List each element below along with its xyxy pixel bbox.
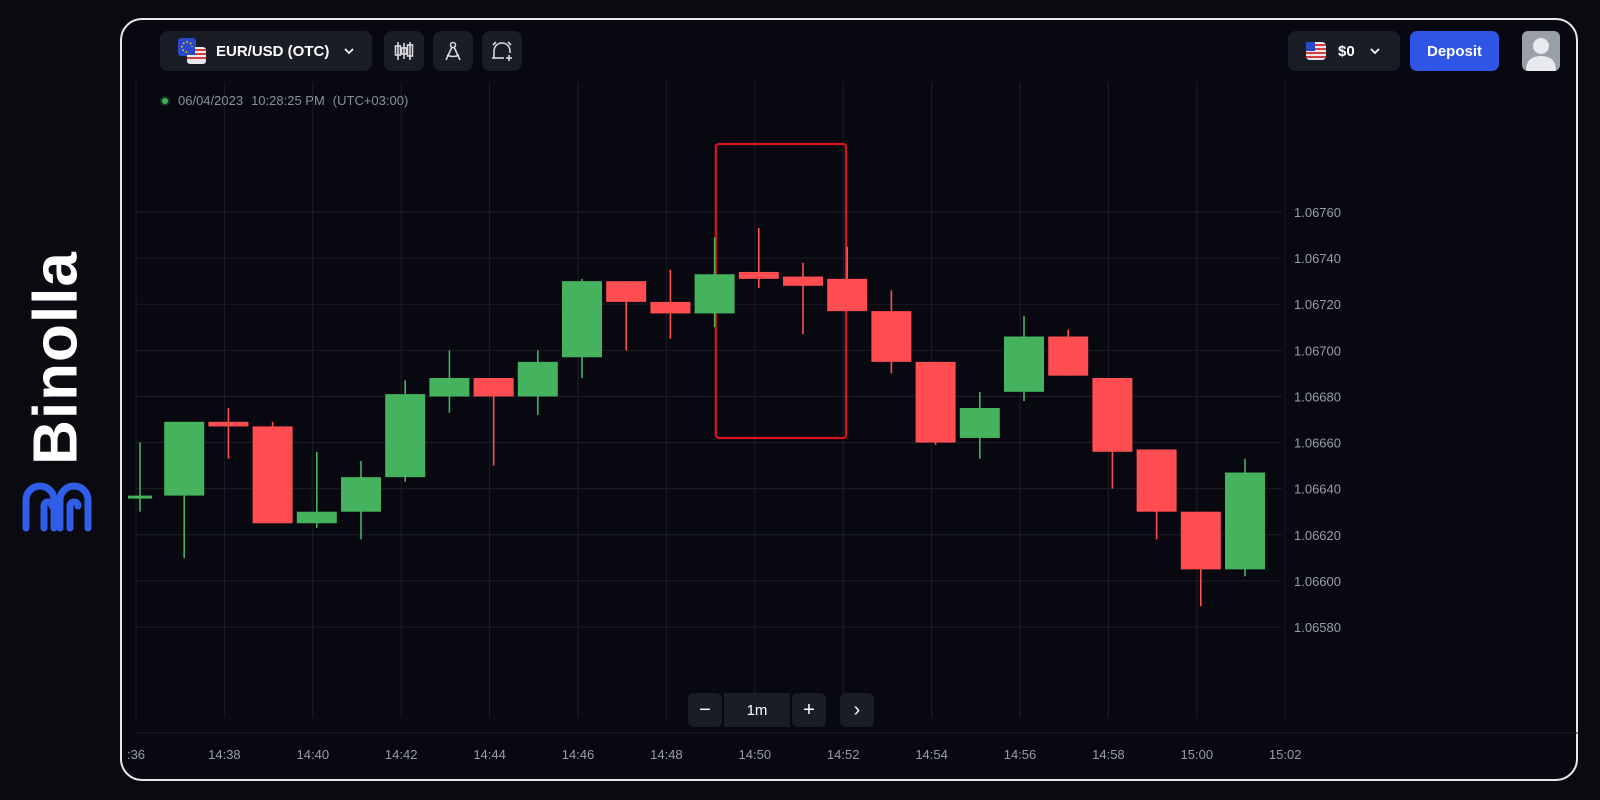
candle-down bbox=[871, 311, 912, 362]
x-tick-label: 14:52 bbox=[827, 747, 860, 762]
scroll-latest-button[interactable]: › bbox=[840, 693, 874, 727]
server-time: 06/04/2023 10:28:25 PM (UTC+03:00) bbox=[162, 93, 408, 108]
timestamp-time: 10:28:25 PM bbox=[251, 93, 325, 108]
balance-selector[interactable]: $0 bbox=[1288, 31, 1400, 71]
candle-down bbox=[252, 426, 293, 524]
asset-selector[interactable]: EUR/USD (OTC) bbox=[160, 31, 372, 71]
x-tick-label: 15:02 bbox=[1269, 747, 1302, 762]
candle-down bbox=[827, 278, 868, 312]
x-tick-label: 14:42 bbox=[385, 747, 418, 762]
highlight-box bbox=[714, 142, 848, 440]
timestamp-timezone: (UTC+03:00) bbox=[332, 93, 409, 108]
chevron-down-icon bbox=[1370, 48, 1380, 55]
candle-up bbox=[341, 477, 381, 512]
timestamp-date: 06/04/2023 bbox=[178, 93, 244, 108]
timeframe-value[interactable]: 1m bbox=[724, 693, 790, 727]
candle-down bbox=[606, 281, 647, 302]
candles-icon bbox=[394, 42, 414, 60]
candle-up bbox=[959, 407, 1000, 438]
zoom-out-button[interactable]: − bbox=[688, 693, 722, 727]
y-tick-label: 1.06760 bbox=[1294, 205, 1341, 220]
y-tick-label: 1.06660 bbox=[1294, 436, 1341, 451]
candle-up bbox=[385, 394, 426, 478]
candle-down bbox=[1092, 378, 1133, 452]
y-tick-label: 1.06640 bbox=[1294, 482, 1341, 497]
trading-frame bbox=[120, 18, 1578, 781]
y-tick-label: 1.06620 bbox=[1294, 528, 1341, 543]
y-tick-label: 1.06600 bbox=[1294, 574, 1341, 589]
candle-up bbox=[562, 281, 602, 358]
us-flag-icon bbox=[1306, 42, 1326, 60]
x-tick-label: 14:48 bbox=[650, 747, 683, 762]
candle-down bbox=[1180, 511, 1221, 570]
brand-column: Binolla bbox=[0, 0, 118, 800]
x-tick-label: 15:00 bbox=[1181, 747, 1214, 762]
asset-label: EUR/USD (OTC) bbox=[216, 42, 330, 60]
zoom-in-button[interactable]: + bbox=[792, 693, 826, 727]
x-tick-label: 14:38 bbox=[208, 747, 241, 762]
x-tick-label: 14:54 bbox=[915, 747, 948, 762]
candle-down bbox=[738, 271, 779, 279]
x-tick-label: :36 bbox=[127, 747, 145, 762]
x-tick-label: 14:44 bbox=[473, 747, 506, 762]
chart-type-button[interactable] bbox=[384, 31, 424, 71]
add-alert-button[interactable] bbox=[482, 31, 522, 71]
balance-label: $0 bbox=[1338, 42, 1355, 60]
x-tick-label: 14:50 bbox=[739, 747, 772, 762]
x-tick-label: 14:46 bbox=[562, 747, 595, 762]
x-tick-label: 14:56 bbox=[1004, 747, 1037, 762]
candle-down bbox=[650, 301, 691, 314]
candle-up bbox=[296, 511, 337, 524]
x-tick-label: 14:58 bbox=[1092, 747, 1125, 762]
y-tick-label: 1.06700 bbox=[1294, 343, 1341, 358]
drawing-tools-button[interactable] bbox=[433, 31, 473, 71]
candle-down bbox=[915, 361, 956, 443]
brand-logo-icon bbox=[22, 482, 92, 532]
candle-up bbox=[429, 378, 470, 397]
x-tick-label: 14:40 bbox=[297, 747, 330, 762]
y-tick-label: 1.06740 bbox=[1294, 251, 1341, 266]
candle-up bbox=[694, 274, 735, 314]
live-dot-icon bbox=[162, 97, 168, 104]
eu-us-flag-icon bbox=[178, 38, 206, 64]
avatar[interactable] bbox=[1522, 31, 1560, 71]
candle-up bbox=[1004, 336, 1044, 392]
candle-down bbox=[783, 276, 823, 286]
timeframe-control: − 1m + bbox=[688, 693, 826, 727]
candle-up bbox=[128, 495, 152, 499]
alarm-plus-icon bbox=[492, 41, 512, 61]
candle-down bbox=[1048, 336, 1089, 376]
y-tick-label: 1.06720 bbox=[1294, 297, 1341, 312]
chevron-down-icon bbox=[344, 48, 354, 55]
candle-down bbox=[1136, 449, 1177, 512]
candle-down bbox=[473, 378, 514, 397]
candle-up bbox=[517, 361, 558, 397]
deposit-button[interactable]: Deposit bbox=[1410, 31, 1499, 71]
y-tick-label: 1.06580 bbox=[1294, 620, 1341, 635]
user-icon bbox=[1526, 38, 1556, 71]
candle-down bbox=[208, 421, 249, 427]
candle-up bbox=[164, 421, 205, 496]
y-tick-label: 1.06680 bbox=[1294, 389, 1341, 404]
candle-up bbox=[1225, 472, 1265, 570]
compass-icon bbox=[445, 41, 461, 61]
